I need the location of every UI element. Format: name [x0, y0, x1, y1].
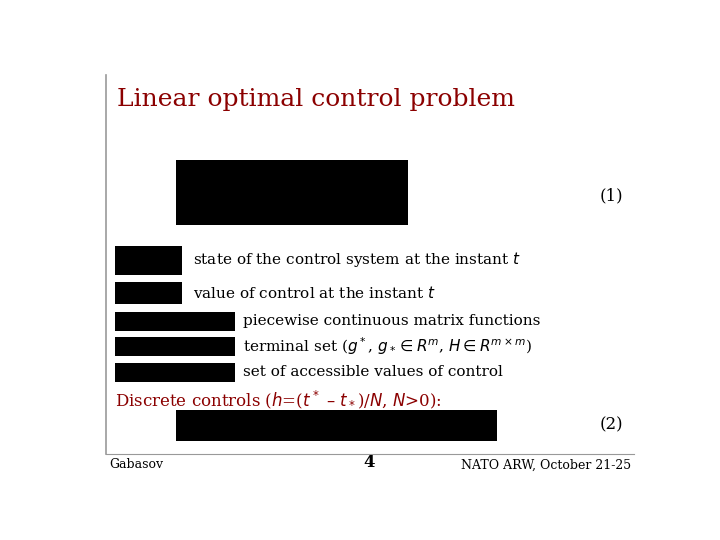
Bar	[115, 312, 235, 331]
Text: (1): (1)	[599, 187, 623, 204]
Text: NATO ARW, October 21-25: NATO ARW, October 21-25	[461, 458, 631, 471]
Bar	[176, 410, 498, 441]
Text: Linear optimal control problem: Linear optimal control problem	[117, 87, 515, 111]
Text: (2): (2)	[599, 417, 623, 434]
Text: value of control at the instant $t$: value of control at the instant $t$	[193, 285, 436, 301]
Text: Discrete controls ($h$=($t^*$ – $t_*$)/$N$, $N$>0):: Discrete controls ($h$=($t^*$ – $t_*$)/$…	[115, 388, 441, 411]
Bar	[115, 337, 235, 356]
Text: Gabasov: Gabasov	[109, 458, 163, 471]
Text: terminal set ($g^*$, $g_*$$\in$$R^m$, $H$$\in$$R^{m\times m}$): terminal set ($g^*$, $g_*$$\in$$R^m$, $H…	[243, 335, 532, 357]
Bar	[115, 282, 182, 304]
Text: state of the control system at the instant $t$: state of the control system at the insta…	[193, 250, 521, 269]
Bar	[115, 362, 235, 382]
Bar	[115, 246, 182, 275]
Bar	[176, 160, 408, 225]
Text: 4: 4	[364, 455, 374, 471]
Text: set of accessible values of control: set of accessible values of control	[243, 364, 503, 379]
Text: piecewise continuous matrix functions: piecewise continuous matrix functions	[243, 314, 541, 328]
